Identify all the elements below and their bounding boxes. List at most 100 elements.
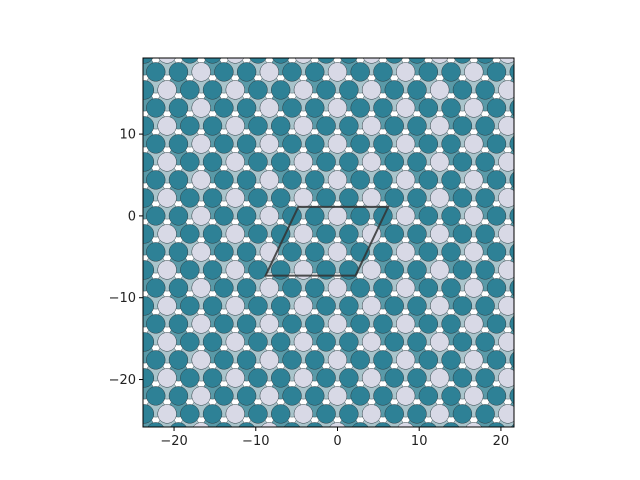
lattice-atom-dark [147,422,165,427]
lattice-atom-dark [214,386,234,406]
lattice-atom-light [395,62,416,82]
lattice-atom-light [361,368,382,388]
lattice-atom-light [329,422,346,427]
lattice-atom-dark [350,170,370,190]
lattice-atom-dark [248,80,268,100]
lattice-atom-dark [168,206,189,226]
lattice-atom-dark [384,116,404,136]
lattice-atom-dark [168,278,189,298]
lattice-atom-light [327,134,348,154]
lattice-atom-dark [384,152,404,172]
lattice-atom-dark [143,116,155,136]
lattice-atom-light [157,368,177,388]
lattice-atom-dark [203,58,222,64]
lattice-atom-dark [202,332,223,352]
lattice-atom-light [430,152,450,172]
lattice-atom-light [499,58,514,64]
lattice-atom-light [259,278,279,298]
lattice-atom-light [361,80,382,100]
lattice-atom-dark [373,386,393,406]
lattice-atom-dark [486,134,507,154]
lattice-atom-dark [441,62,461,82]
lattice-atom-dark [475,260,495,280]
lattice-atom-dark [305,350,325,370]
lattice-atom-light [395,350,416,370]
lattice-atom-dark [316,188,336,208]
lattice-atom-light [498,116,514,136]
lattice-atom-dark [407,404,427,424]
lattice-atom-dark [143,260,155,280]
lattice-atom-dark [452,188,473,208]
lattice-atom-dark [214,278,234,298]
lattice-atom-dark [143,332,155,352]
lattice-atom-light [327,242,348,262]
lattice-atom-light [261,422,278,427]
lattice-atom-dark [305,98,325,118]
lattice-atom-dark [441,242,461,262]
lattice-atom-light [327,278,348,298]
lattice-atom-light [464,206,484,226]
lattice-atom-light [327,386,348,406]
lattice-atom-dark [351,422,369,427]
lattice-atom-light [259,350,279,370]
lattice-atom-light [293,188,314,208]
lattice-atom-light [293,152,314,172]
lattice-atom-light [430,116,450,136]
lattice-atom-dark [373,314,393,334]
lattice-atom-dark [452,260,473,280]
lattice-atom-dark [168,134,189,154]
lattice-atom-dark [441,134,461,154]
lattice-atom-light [361,296,382,316]
lattice-atom-dark [282,278,302,298]
lattice-atom-dark [418,170,439,190]
lattice-atom-dark [509,171,514,189]
lattice-atom-light [259,386,279,406]
lattice-atom-dark [214,350,234,370]
lattice-atom-dark [384,188,404,208]
lattice-atom-dark [202,296,223,316]
lattice-atom-light [361,152,382,172]
lattice-atom-dark [271,224,291,244]
lattice-atom-dark [143,404,155,424]
lattice-atom-dark [305,62,325,82]
lattice-atom-dark [180,332,200,352]
axes-frame [142,57,515,428]
x-tick-label: 20 [493,434,510,449]
lattice-atom-dark [248,404,268,424]
lattice-atom-light [498,188,514,208]
lattice-atom-light [225,368,245,388]
lattice-atom-dark [339,368,359,388]
lattice-atom-dark [271,332,291,352]
lattice-atom-dark [407,224,427,244]
lattice-atom-dark [384,296,404,316]
lattice-atom-dark [317,58,335,64]
lattice-atom-dark [316,404,336,424]
lattice-atom-dark [214,170,234,190]
lattice-atom-dark [486,242,507,262]
lattice-atom-dark [316,152,336,172]
lattice-atom-light [157,404,177,424]
lattice-atom-dark [420,422,437,427]
lattice-atom-light [430,224,450,244]
lattice-atom-light [191,278,211,298]
lattice-atom-dark [418,134,439,154]
lattice-atom-dark [168,98,189,118]
lattice-atom-dark [248,152,268,172]
lattice-atom-dark [475,80,495,100]
lattice-atom-dark [418,62,439,82]
lattice-atom-dark [214,134,234,154]
lattice-atom-dark [282,206,302,226]
lattice-atom-light [157,224,177,244]
lattice-atom-dark [316,296,336,316]
lattice-atom-light [395,314,416,334]
lattice-atom-dark [248,332,268,352]
lattice-atom-dark [384,224,404,244]
lattice-atom-dark [146,350,166,370]
lattice-atom-light [158,58,176,64]
lattice-atom-dark [271,116,291,136]
lattice-atom-dark [441,386,461,406]
lattice-atom-dark [170,422,187,427]
lattice-atom-light [225,404,245,424]
lattice-atom-dark [168,170,189,190]
lattice-atom-dark [236,386,257,406]
